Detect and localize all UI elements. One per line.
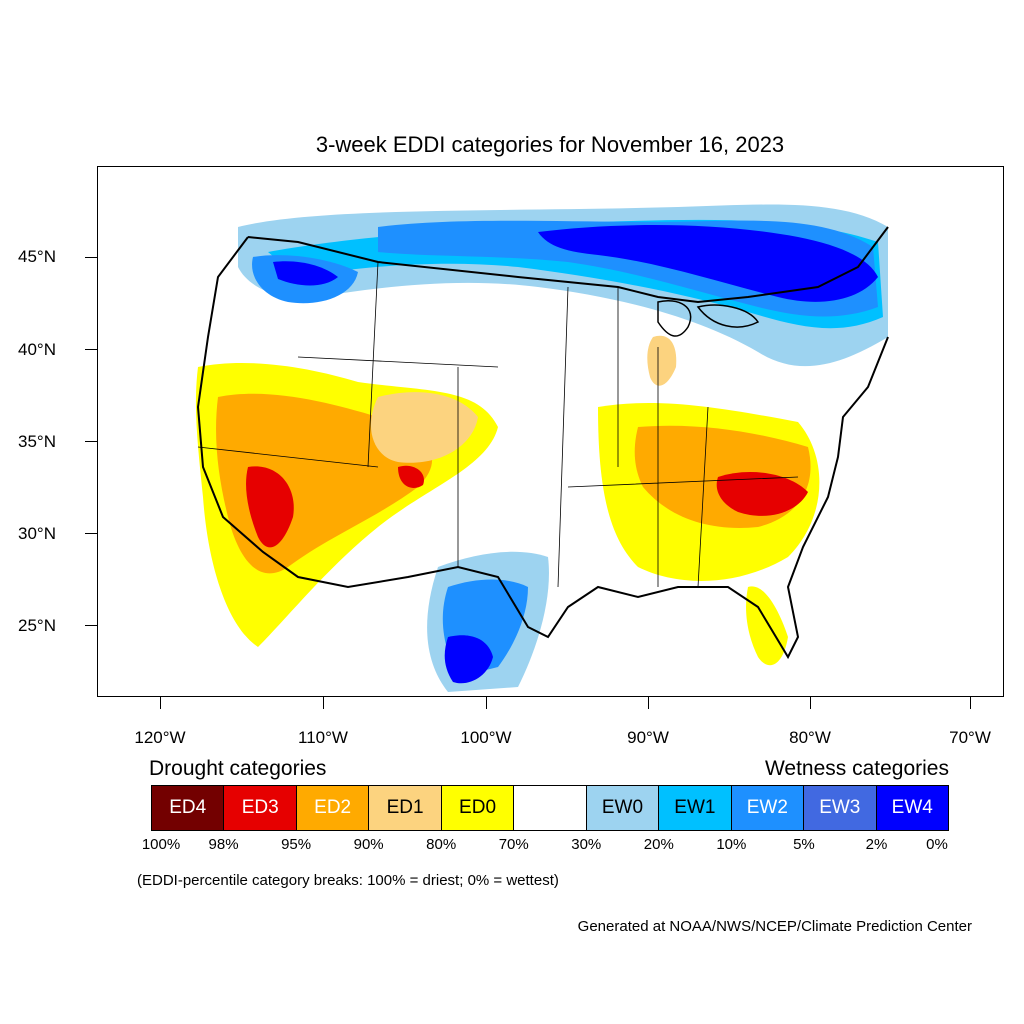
eddi-map xyxy=(195,204,889,692)
percentile-label: 10% xyxy=(716,836,747,853)
lon-label-110: 110°W xyxy=(298,728,348,747)
percentile-label: 20% xyxy=(643,836,674,853)
wetness-heading: Wetness categories xyxy=(764,757,949,780)
colorado-drought-light xyxy=(370,392,478,463)
legend-cell-ew2: EW2 xyxy=(731,786,805,830)
lat-tick xyxy=(85,441,97,442)
percentile-label: 5% xyxy=(793,836,815,853)
map-panel xyxy=(97,166,1004,697)
lat-label-25: 25°N xyxy=(18,616,56,635)
north-wet-region-core xyxy=(538,225,878,302)
lon-tick xyxy=(810,697,811,709)
percentile-label: 98% xyxy=(208,836,239,853)
colorado-drought-core xyxy=(398,465,424,488)
lon-tick xyxy=(648,697,649,709)
percentile-label: 80% xyxy=(426,836,457,853)
legend-cell-ew3: EW3 xyxy=(804,786,877,830)
lon-label-80: 80°W xyxy=(789,728,831,747)
southeast-drought-core xyxy=(716,472,808,516)
florida-drought xyxy=(746,586,788,666)
lat-label-40: 40°N xyxy=(18,340,56,359)
percentile-label: 100% xyxy=(141,836,181,853)
legend-cell-ed2: ED2 xyxy=(296,786,370,830)
percentile-label: 95% xyxy=(281,836,312,853)
credit-line: Generated at NOAA/NWS/NCEP/Climate Predi… xyxy=(577,918,972,935)
legend-cell-ew0: EW0 xyxy=(586,786,660,830)
lon-label-100: 100°W xyxy=(460,728,512,747)
us-outline xyxy=(196,226,889,660)
great-lakes xyxy=(657,300,760,337)
legend-cell-ew4: EW4 xyxy=(876,786,948,830)
percentile-label: 2% xyxy=(865,836,888,853)
lat-tick xyxy=(85,257,97,258)
legend-cell-ed0: ED0 xyxy=(441,786,515,830)
legend-cell-neutral xyxy=(514,786,587,830)
percentile-label: 30% xyxy=(571,836,602,853)
lat-tick xyxy=(85,625,97,626)
northwest-wet-core xyxy=(273,261,338,286)
lat-label-30: 30°N xyxy=(18,524,56,543)
southwest-drought-core xyxy=(246,466,294,548)
lon-tick xyxy=(970,697,971,709)
legend-cell-ed1: ED1 xyxy=(369,786,442,830)
lon-label-90: 90°W xyxy=(627,728,669,747)
michigan-drought xyxy=(647,335,677,386)
lat-label-35: 35°N xyxy=(18,432,56,451)
lat-tick xyxy=(85,533,97,534)
map-title: 3-week EDDI categories for November 16, … xyxy=(315,132,785,157)
texas-wet-core xyxy=(444,635,493,684)
legend-color-bar: ED4 ED3 ED2 ED1 ED0 EW0 EW1 EW2 EW3 EW4 xyxy=(151,785,949,831)
percentile-label: 90% xyxy=(353,836,384,853)
lon-label-70: 70°W xyxy=(949,728,991,747)
lon-tick xyxy=(160,697,161,709)
legend-cell-ew1: EW1 xyxy=(659,786,732,830)
category-note: (EDDI-percentile category breaks: 100% =… xyxy=(137,872,559,889)
lat-tick xyxy=(85,349,97,350)
state-borders xyxy=(197,261,799,588)
legend-cell-ed4: ED4 xyxy=(152,786,225,830)
legend-cell-ed3: ED3 xyxy=(224,786,297,830)
lon-tick xyxy=(323,697,324,709)
percentile-label: 0% xyxy=(926,836,948,853)
lat-label-45: 45°N xyxy=(18,247,56,266)
percentile-label: 70% xyxy=(498,836,529,853)
drought-heading: Drought categories xyxy=(149,757,327,780)
lon-tick xyxy=(486,697,487,709)
lon-label-120: 120°W xyxy=(134,728,186,747)
